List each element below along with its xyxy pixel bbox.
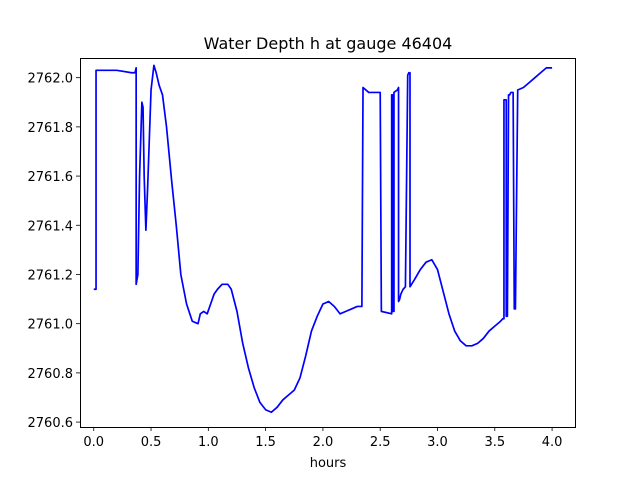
x-tick-label: 1.5 bbox=[255, 435, 276, 450]
x-tick-label: 0.0 bbox=[83, 435, 104, 450]
y-tick-label: 2760.6 bbox=[28, 416, 74, 431]
x-tick-label: 0.5 bbox=[141, 435, 162, 450]
y-tick-label: 2761.8 bbox=[28, 121, 74, 136]
x-axis-label: hours bbox=[310, 456, 347, 471]
x-tick-label: 1.0 bbox=[198, 435, 219, 450]
x-tick-label: 3.0 bbox=[427, 435, 448, 450]
series-line-0 bbox=[93, 64, 553, 414]
y-tick-label: 2762.0 bbox=[28, 72, 74, 87]
y-tick-label: 2761.6 bbox=[28, 170, 74, 185]
y-axis: 2760.6 2760.8 2761.0 2761.2 2761.4 2761.6 2761… bbox=[28, 72, 80, 431]
plot-frame bbox=[80, 58, 576, 428]
y-tick-label: 2760.8 bbox=[28, 367, 74, 382]
x-tick-label: 3.5 bbox=[484, 435, 505, 450]
x-tick-label: 2.5 bbox=[370, 435, 391, 450]
x-axis: 0.0 0.5 1.0 1.5 2.0 2.5 3.0 3.5 4.0 bbox=[83, 427, 562, 450]
y-tick-label: 2761.4 bbox=[28, 219, 74, 234]
chart-title: Water Depth h at gauge 46404 bbox=[204, 34, 453, 53]
x-tick-label: 2.0 bbox=[313, 435, 334, 450]
y-tick-label: 2761.2 bbox=[28, 268, 74, 283]
x-tick-label: 4.0 bbox=[542, 435, 563, 450]
series-layer bbox=[93, 64, 553, 414]
y-tick-label: 2761.0 bbox=[28, 318, 74, 333]
